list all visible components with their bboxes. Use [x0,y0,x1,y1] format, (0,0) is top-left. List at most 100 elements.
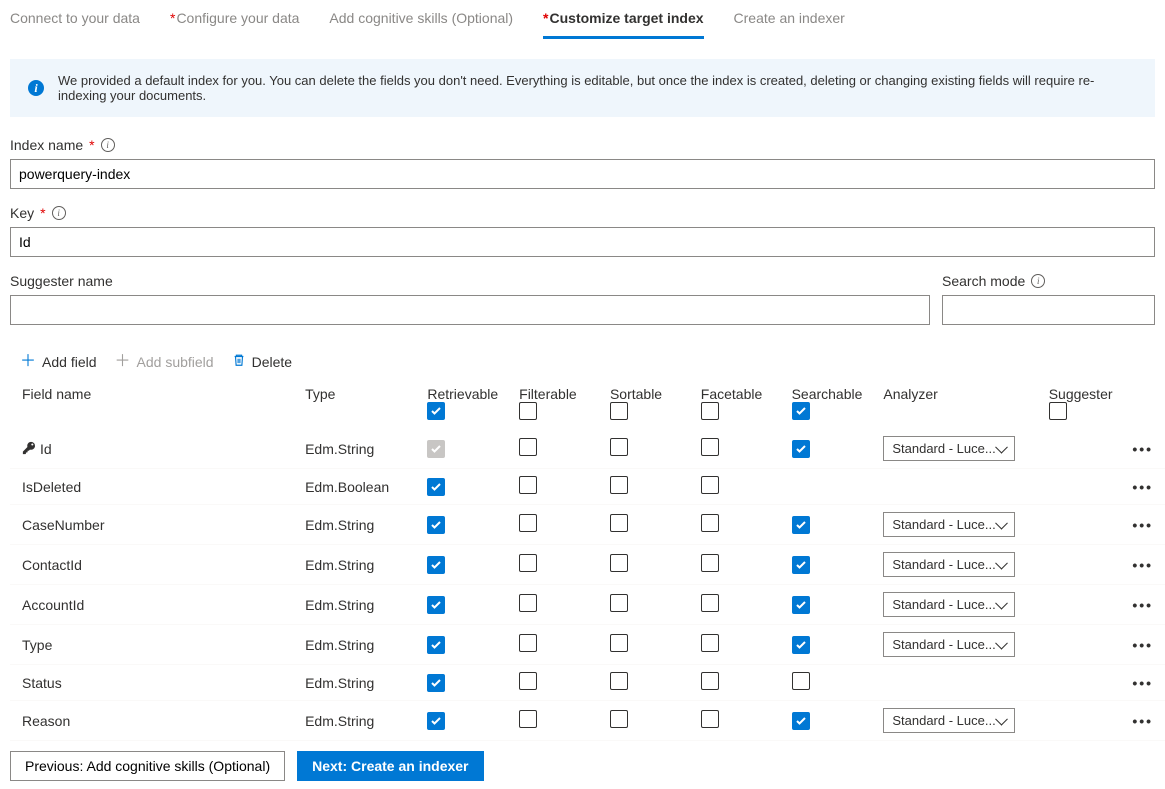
analyzer-select[interactable]: Standard - Luce... [883,592,1015,617]
table-row[interactable]: ReasonEdm.StringStandard - Luce...••• [10,701,1165,741]
table-row[interactable]: TypeEdm.String Standard - Luce... ••• [10,625,1165,665]
field-name-cell: Id [10,429,301,469]
checkbox[interactable] [519,438,537,456]
checkbox[interactable] [610,710,628,728]
checkbox[interactable] [792,672,810,690]
wizard-footer: Previous: Add cognitive skills (Optional… [0,743,1165,789]
checkbox[interactable] [701,594,719,612]
checkbox[interactable] [427,712,445,730]
checkbox[interactable] [427,674,445,692]
checkbox[interactable] [519,594,537,612]
index-name-input[interactable] [10,159,1155,189]
field-name-cell: Type [10,625,301,665]
checkbox[interactable] [610,554,628,572]
add-subfield-button[interactable]: ＋ Add subfield [115,354,214,370]
field-type-cell: Edm.String [301,625,423,665]
next-button[interactable]: Next: Create an indexer [297,751,483,781]
checkbox[interactable] [610,594,628,612]
suggester-name-input[interactable] [10,295,930,325]
fields-table: Field name Type Retrievable Filterable S… [10,380,1165,750]
checkbox[interactable] [792,440,810,458]
row-menu-icon[interactable]: ••• [1132,637,1153,653]
row-menu-icon[interactable]: ••• [1132,517,1153,533]
checkbox[interactable] [701,710,719,728]
checkbox[interactable] [610,476,628,494]
checkbox[interactable] [701,634,719,652]
checkbox[interactable] [701,554,719,572]
table-row[interactable]: ContactIdEdm.StringStandard - Luce...••• [10,545,1165,585]
plus-icon: ＋ [115,354,131,370]
checkbox[interactable] [792,402,810,420]
checkbox[interactable] [792,516,810,534]
row-menu-icon[interactable]: ••• [1132,441,1153,457]
checkbox[interactable] [519,672,537,690]
analyzer-select[interactable]: Standard - Luce... [883,632,1015,657]
checkbox[interactable] [427,636,445,654]
row-menu-icon[interactable]: ••• [1132,713,1153,729]
info-banner: i We provided a default index for you. Y… [10,59,1155,117]
field-name-cell: Status [10,665,301,701]
checkbox[interactable] [427,440,445,458]
help-icon[interactable]: i [52,206,66,220]
col-suggester: Suggester [1045,380,1129,429]
row-menu-icon[interactable]: ••• [1132,557,1153,573]
table-row[interactable]: StatusEdm.String ••• [10,665,1165,701]
row-menu-icon[interactable]: ••• [1132,597,1153,613]
wizard-tab[interactable]: *Customize target index [543,10,703,39]
checkbox[interactable] [610,438,628,456]
table-row[interactable]: AccountIdEdm.StringStandard - Luce...••• [10,585,1165,625]
checkbox[interactable] [701,476,719,494]
checkbox[interactable] [519,710,537,728]
row-menu-icon[interactable]: ••• [1132,675,1153,691]
field-type-cell: Edm.String [301,665,423,701]
checkbox[interactable] [1049,402,1067,420]
checkbox[interactable] [701,514,719,532]
checkbox[interactable] [519,476,537,494]
checkbox[interactable] [519,514,537,532]
analyzer-select[interactable]: Standard - Luce... [883,708,1015,733]
checkbox[interactable] [701,402,719,420]
field-type-cell: Edm.Boolean [301,469,423,505]
table-row[interactable]: CaseNumberEdm.StringStandard - Luce...••… [10,505,1165,545]
field-name-cell: CaseNumber [10,505,301,545]
checkbox[interactable] [427,478,445,496]
wizard-tab[interactable]: Connect to your data [10,10,140,39]
field-type-cell: Edm.String [301,545,423,585]
checkbox[interactable] [610,672,628,690]
help-icon[interactable]: i [101,138,115,152]
row-menu-icon[interactable]: ••• [1132,479,1153,495]
delete-button[interactable]: Delete [232,353,292,370]
search-mode-input[interactable] [942,295,1155,325]
wizard-tab[interactable]: Add cognitive skills (Optional) [329,10,513,39]
checkbox[interactable] [519,402,537,420]
checkbox[interactable] [519,634,537,652]
wizard-tab[interactable]: *Configure your data [170,10,299,39]
trash-icon [232,353,246,370]
checkbox[interactable] [701,672,719,690]
col-searchable: Searchable [788,380,880,429]
analyzer-select[interactable]: Standard - Luce... [883,512,1015,537]
checkbox[interactable] [519,554,537,572]
previous-button[interactable]: Previous: Add cognitive skills (Optional… [10,751,285,781]
wizard-tab[interactable]: Create an indexer [734,10,845,39]
checkbox[interactable] [427,516,445,534]
analyzer-select[interactable]: Standard - Luce... [883,436,1015,461]
checkbox[interactable] [792,556,810,574]
analyzer-select[interactable]: Standard - Luce... [883,552,1015,577]
add-field-button[interactable]: ＋ Add field [20,354,97,370]
table-row[interactable]: IdEdm.StringStandard - Luce...••• [10,429,1165,469]
checkbox[interactable] [610,634,628,652]
checkbox[interactable] [701,438,719,456]
checkbox[interactable] [792,712,810,730]
checkbox[interactable] [427,402,445,420]
checkbox[interactable] [792,636,810,654]
checkbox[interactable] [610,514,628,532]
checkbox[interactable] [792,596,810,614]
checkbox[interactable] [427,596,445,614]
help-icon[interactable]: i [1031,274,1045,288]
table-row[interactable]: IsDeletedEdm.Boolean ••• [10,469,1165,505]
field-name-cell: IsDeleted [10,469,301,505]
checkbox[interactable] [610,402,628,420]
checkbox[interactable] [427,556,445,574]
key-input[interactable] [10,227,1155,257]
